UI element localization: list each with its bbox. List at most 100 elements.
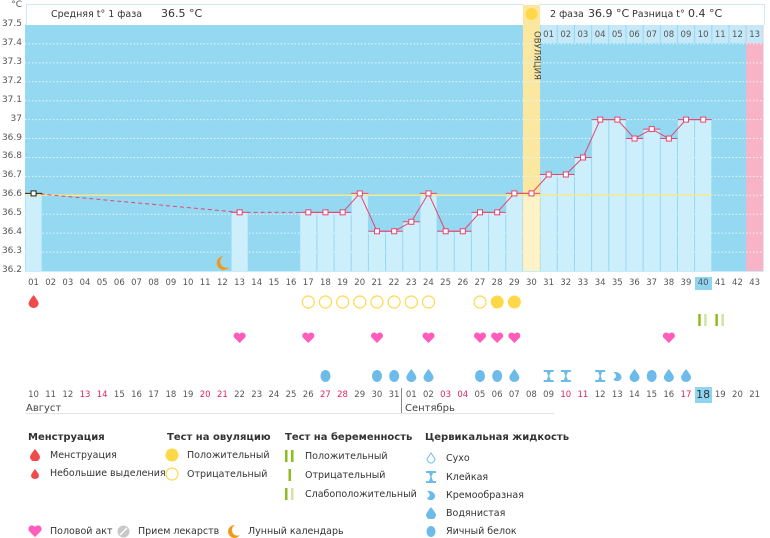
cycle-day-label[interactable]: 33 (577, 278, 589, 288)
calendar-date-label[interactable]: 16 (131, 390, 142, 400)
cycle-day-label[interactable]: 31 (543, 278, 554, 288)
calendar-date-label[interactable]: 17 (680, 390, 692, 400)
calendar-date-label[interactable]: 16 (663, 390, 675, 400)
calendar-date-label[interactable]: 20 (732, 390, 743, 400)
calendar-date-label[interactable]: 15 (646, 390, 658, 400)
calendar-date-label[interactable]: 19 (714, 390, 726, 400)
cycle-day-label[interactable]: 32 (560, 278, 572, 288)
calendar-date-label[interactable]: 09 (543, 390, 554, 400)
calendar-date-label[interactable]: 14 (96, 390, 108, 400)
cycle-day-label[interactable]: 12 (216, 278, 228, 288)
calendar-date-label[interactable]: 03 (440, 390, 451, 400)
cycle-day-label[interactable]: 11 (199, 278, 211, 288)
legend-cf-sticky-label: Клейкая (446, 471, 489, 483)
cycle-day-label[interactable]: 37 (646, 278, 658, 288)
cycle-day-label[interactable]: 28 (491, 278, 503, 288)
calendar-date-label[interactable]: 04 (457, 390, 469, 400)
cycle-day-label[interactable]: 22 (388, 278, 400, 288)
cycle-day-label[interactable]: 30 (526, 278, 537, 288)
cycle-day-label[interactable]: 38 (663, 278, 675, 288)
cycle-day-label[interactable]: 25 (440, 278, 451, 288)
calendar-date-label[interactable]: 14 (629, 390, 640, 400)
cycle-day-label[interactable]: 24 (422, 278, 434, 288)
calendar-date-label[interactable]: 13 (79, 390, 91, 400)
cycle-day-label[interactable]: 34 (594, 278, 606, 288)
calendar-date-label[interactable]: 12 (62, 390, 74, 400)
cycle-day-label[interactable]: 20 (354, 278, 366, 288)
cycle-day-label[interactable]: 13 (234, 278, 245, 288)
cycle-day-label[interactable]: 01 (28, 278, 39, 288)
calendar-date-label[interactable]: 08 (526, 390, 537, 400)
calendar-date-label[interactable]: 07 (508, 390, 520, 400)
calendar-date-label[interactable]: 20 (199, 390, 211, 400)
cycle-day-label[interactable]: 09 (165, 278, 177, 288)
temperature-point (665, 135, 672, 142)
cycle-day-label[interactable]: 40 (694, 277, 712, 290)
phase1-value: 36.5 °C (161, 7, 203, 20)
cycle-day-label[interactable]: 07 (131, 278, 142, 288)
calendar-date-label[interactable]: 02 (422, 390, 434, 400)
calendar-date-label[interactable]: 31 (388, 390, 400, 400)
eggwhite-icon (422, 525, 440, 537)
calendar-date-label[interactable]: 27 (319, 390, 331, 400)
calendar-date-label[interactable]: 13 (611, 390, 623, 400)
calendar-date-label[interactable]: 22 (234, 390, 245, 400)
cycle-day-label[interactable]: 10 (182, 278, 194, 288)
month-august: Август (26, 403, 62, 414)
cycle-day-label[interactable]: 36 (629, 278, 640, 288)
temperature-line-segment (428, 193, 447, 232)
cycle-day-label[interactable]: 16 (285, 278, 297, 288)
calendar-date-label[interactable]: 21 (216, 390, 228, 400)
cycle-day-label[interactable]: 41 (714, 278, 726, 288)
calendar-date-label[interactable]: 12 (594, 390, 606, 400)
cycle-day-label[interactable]: 02 (45, 278, 57, 288)
calendar-date-label[interactable]: 30 (371, 390, 383, 400)
cycle-day-label[interactable]: 43 (749, 278, 761, 288)
calendar-date-label[interactable]: 24 (268, 390, 280, 400)
calendar-date-label[interactable]: 18 (694, 387, 712, 403)
ovulation-test-positive-icon (490, 295, 504, 309)
calendar-date-label[interactable]: 10 (560, 390, 572, 400)
cycle-day-label[interactable]: 17 (302, 278, 314, 288)
cycle-day-label[interactable]: 42 (732, 278, 743, 288)
calendar-date-label[interactable]: 15 (113, 390, 125, 400)
calendar-date-label[interactable]: 26 (302, 390, 314, 400)
cycle-day-label[interactable]: 15 (268, 278, 280, 288)
calendar-date-label[interactable]: 05 (474, 390, 486, 400)
calendar-date-label[interactable]: 11 (45, 390, 57, 400)
cycle-day-label[interactable]: 18 (319, 278, 331, 288)
calendar-date-label[interactable]: 18 (165, 390, 177, 400)
cycle-day-label[interactable]: 26 (457, 278, 469, 288)
calendar-date-label[interactable]: 11 (577, 390, 589, 400)
cycle-day-label[interactable]: 27 (474, 278, 486, 288)
cycle-day-label[interactable]: 35 (611, 278, 623, 288)
calendar-date-label[interactable]: 17 (148, 390, 160, 400)
cycle-day-label[interactable]: 23 (405, 278, 417, 288)
calendar-date-label[interactable]: 06 (491, 390, 503, 400)
cycle-day-label[interactable]: 19 (337, 278, 348, 288)
calendar-date-label[interactable]: 10 (28, 390, 39, 400)
cycle-day-label[interactable]: 03 (62, 278, 74, 288)
heart-icon (491, 332, 504, 343)
ovulation-test-negative-icon (336, 295, 350, 309)
calendar-date-label[interactable]: 01 (405, 390, 417, 400)
cycle-day-label[interactable]: 04 (79, 278, 91, 288)
calendar-date-label[interactable]: 21 (749, 390, 761, 400)
calendar-date-label[interactable]: 29 (354, 390, 366, 400)
luteal-day-label: 01 (543, 30, 554, 40)
cycle-day-label[interactable]: 08 (148, 278, 160, 288)
cf-watery-icon (663, 369, 674, 383)
cycle-day-label[interactable]: 14 (251, 278, 263, 288)
calendar-date-label[interactable]: 19 (182, 390, 194, 400)
luteal-day-cell (729, 25, 746, 43)
temperature-point (373, 228, 380, 235)
cycle-day-label[interactable]: 06 (113, 278, 125, 288)
calendar-date-label[interactable]: 28 (337, 390, 348, 400)
cycle-day-label[interactable]: 29 (508, 278, 520, 288)
cycle-day-label[interactable]: 39 (680, 278, 692, 288)
two-green-bars-icon (281, 450, 299, 462)
cycle-day-label[interactable]: 21 (371, 278, 383, 288)
cycle-day-label[interactable]: 05 (96, 278, 108, 288)
calendar-date-label[interactable]: 23 (251, 390, 263, 400)
calendar-date-label[interactable]: 25 (285, 390, 297, 400)
